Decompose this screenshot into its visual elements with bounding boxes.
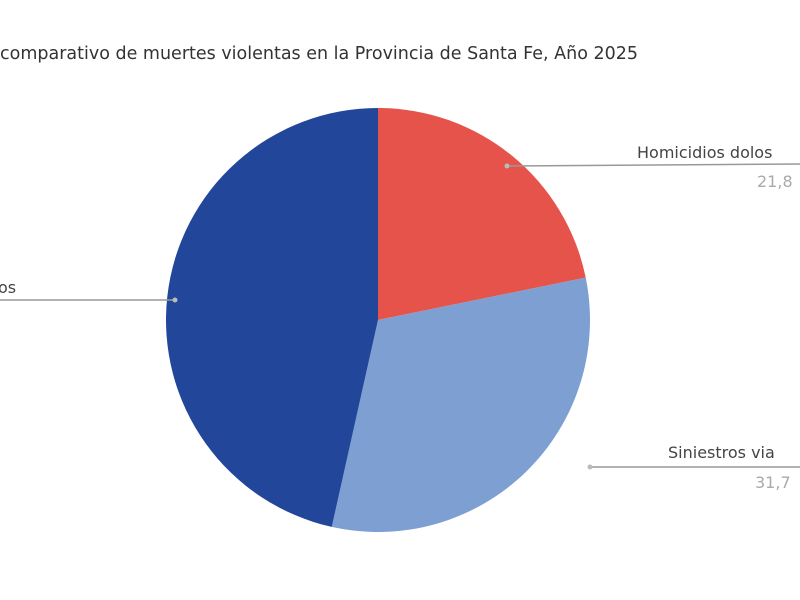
leader-line-0 [506,163,800,167]
label-homicidios: Homicidios dolos [637,143,773,162]
leader-dot-2 [172,297,178,303]
chart-title: comparativo de muertes violentas en la P… [0,44,639,64]
pie-slice-2 [165,108,378,527]
leader-dot-1 [587,464,593,470]
pie-slice-1 [331,277,590,532]
value-homicidios: 21,8 [757,172,793,191]
leader-dot-0 [504,163,510,169]
pie-slice-0 [378,108,586,320]
label-siniestros: Siniestros via [668,443,775,462]
value-siniestros: 31,7 [755,473,791,492]
label-third-slice: os [0,278,17,297]
